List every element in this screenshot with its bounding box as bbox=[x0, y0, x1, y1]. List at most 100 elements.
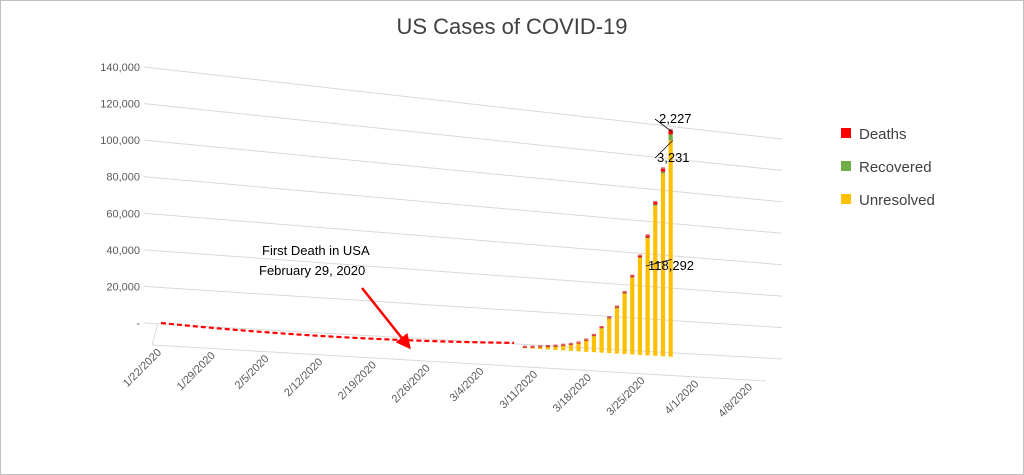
recovered-leader-line bbox=[654, 140, 674, 159]
unresolved-bar bbox=[630, 277, 635, 355]
unresolved-bar bbox=[637, 257, 643, 355]
deaths-data-label: 2,227 bbox=[659, 111, 692, 126]
unresolved-bar bbox=[576, 343, 581, 352]
unresolved-bar bbox=[607, 318, 612, 354]
unresolved-bar bbox=[591, 335, 596, 353]
x-axis-line bbox=[151, 344, 767, 382]
x-tick-label: 3/18/2020 bbox=[551, 372, 594, 415]
unresolved-bar bbox=[584, 340, 589, 352]
deaths-bar bbox=[530, 347, 535, 348]
x-tick-label: 4/1/2020 bbox=[663, 378, 702, 417]
bar-top-cap bbox=[614, 305, 620, 307]
y-tick-label: 140,000 bbox=[100, 62, 140, 74]
legend-label-recovered: Recovered bbox=[859, 159, 932, 176]
legend-label-deaths: Deaths bbox=[859, 126, 907, 143]
recovered-bar bbox=[668, 134, 673, 141]
deaths-bar bbox=[653, 202, 658, 205]
bar-top-cap bbox=[591, 333, 596, 336]
y-tick-label: 100,000 bbox=[100, 135, 140, 147]
deaths-bar bbox=[545, 346, 550, 348]
deaths-bar bbox=[645, 235, 650, 238]
floor-side-line bbox=[151, 322, 159, 346]
x-tick-label: 3/4/2020 bbox=[448, 366, 487, 405]
legend-swatch-deaths bbox=[841, 128, 851, 138]
unresolved-bar bbox=[668, 140, 673, 357]
unresolved-bar bbox=[561, 345, 566, 351]
recovered-data-label: 3,231 bbox=[657, 150, 690, 165]
unresolved-data-label: 118,292 bbox=[648, 258, 694, 273]
bar-top-cap bbox=[622, 291, 627, 293]
legend-label-unresolved: Unresolved bbox=[859, 192, 935, 209]
deaths-bar bbox=[584, 339, 589, 341]
deaths-bar bbox=[591, 335, 596, 336]
legend-swatch-recovered bbox=[841, 161, 851, 171]
unresolved-bar bbox=[568, 344, 573, 351]
y-tick-label: 80,000 bbox=[106, 172, 140, 184]
bar-top-cap bbox=[522, 345, 527, 348]
gridline bbox=[143, 249, 783, 297]
unresolved-bar bbox=[614, 307, 620, 354]
deaths-bar bbox=[630, 276, 635, 278]
unresolved-bar bbox=[622, 293, 627, 354]
unresolved-bar bbox=[660, 173, 666, 357]
gridline bbox=[143, 285, 783, 329]
y-tick-label: - bbox=[136, 318, 140, 330]
annotation-line2: February 29, 2020 bbox=[259, 263, 365, 278]
recovered-bar bbox=[607, 318, 612, 319]
unresolved-bar bbox=[599, 327, 604, 353]
unresolved-leader-line bbox=[645, 258, 672, 267]
bar-top-cap bbox=[568, 342, 573, 345]
y-tick-label: 120,000 bbox=[100, 99, 140, 111]
recovered-bar bbox=[622, 293, 627, 294]
gridline bbox=[143, 66, 783, 140]
recovered-bar bbox=[645, 237, 650, 239]
early-cases-line bbox=[160, 321, 515, 344]
deaths-bar bbox=[637, 256, 643, 258]
gridline bbox=[143, 103, 783, 171]
bar-top-cap bbox=[630, 274, 635, 277]
y-tick-label: 40,000 bbox=[106, 245, 140, 257]
bar-top-cap bbox=[637, 254, 643, 257]
x-tick-label: 2/5/2020 bbox=[233, 353, 272, 392]
annotation-arrow bbox=[361, 287, 411, 350]
deaths-bar bbox=[561, 345, 566, 346]
deaths-leader-line bbox=[654, 118, 673, 133]
bar-top-cap bbox=[553, 344, 558, 346]
deaths-bar bbox=[538, 346, 543, 348]
bar-top-cap bbox=[561, 343, 566, 346]
x-tick-label: 3/11/2020 bbox=[498, 369, 541, 412]
bar-top-cap bbox=[653, 200, 658, 203]
gridline bbox=[143, 322, 783, 360]
deaths-bar bbox=[576, 342, 581, 344]
deaths-bar bbox=[553, 345, 558, 347]
recovered-bar bbox=[660, 171, 666, 174]
unresolved-bar bbox=[645, 238, 650, 356]
bar-top-cap bbox=[607, 316, 612, 318]
deaths-bar bbox=[614, 306, 620, 308]
x-tick-label: 1/22/2020 bbox=[121, 347, 164, 390]
deaths-bar bbox=[668, 130, 673, 135]
y-tick-label: 60,000 bbox=[106, 208, 140, 220]
legend-swatch-unresolved bbox=[841, 194, 851, 204]
bar-top-cap bbox=[545, 344, 550, 347]
annotation-line1: First Death in USA bbox=[262, 243, 370, 258]
x-tick-label: 2/26/2020 bbox=[390, 362, 433, 405]
x-tick-label: 4/8/2020 bbox=[716, 381, 755, 420]
bar-top-cap bbox=[660, 167, 666, 169]
recovered-bar bbox=[599, 327, 604, 329]
deaths-bar bbox=[522, 347, 527, 348]
y-tick-label: 20,000 bbox=[106, 281, 140, 293]
x-tick-label: 2/19/2020 bbox=[336, 359, 379, 402]
x-tick-label: 1/29/2020 bbox=[175, 350, 218, 393]
bar-top-cap bbox=[576, 341, 581, 343]
deaths-bar bbox=[660, 168, 666, 172]
bar-top-cap bbox=[599, 325, 604, 328]
bar-top-cap bbox=[645, 234, 650, 236]
deaths-bar bbox=[568, 344, 573, 345]
bar-top-cap bbox=[530, 345, 535, 348]
unresolved-bar bbox=[538, 346, 543, 350]
bar-top-cap bbox=[668, 128, 673, 131]
deaths-bar bbox=[622, 292, 627, 294]
